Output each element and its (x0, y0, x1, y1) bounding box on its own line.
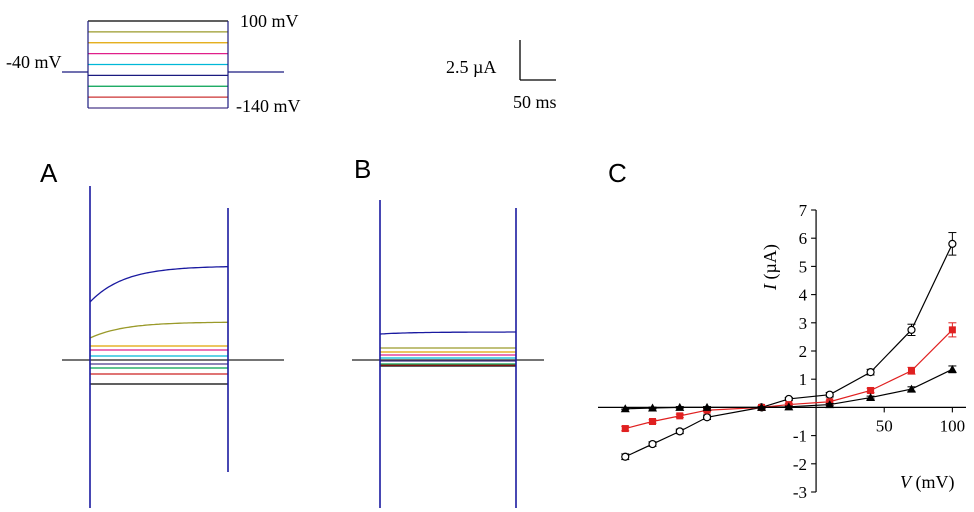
series-line (625, 243, 953, 458)
data-point (948, 239, 957, 248)
current-trace-7 (89, 321, 228, 339)
x-axis-label: V (mV) (900, 472, 955, 493)
voltage-protocol: -40 mV 100 mV -140 mV (6, 11, 301, 116)
y-tick-label: -2 (793, 455, 807, 474)
data-point (675, 402, 685, 411)
y-tick-label: -3 (793, 483, 807, 502)
y-tick-label: 7 (799, 201, 808, 220)
panel-b-current-traces (352, 200, 544, 508)
data-point (947, 364, 957, 373)
data-point (648, 439, 657, 449)
data-point (649, 418, 657, 425)
data-point (757, 402, 767, 411)
holding-label: -40 mV (6, 52, 62, 72)
data-point (907, 325, 916, 334)
bottom-step-label: -140 mV (236, 96, 301, 116)
panel-a-current-traces (62, 186, 284, 508)
series-2 (620, 364, 957, 413)
data-point (648, 403, 658, 412)
data-point (702, 413, 712, 422)
top-step-label: 100 mV (240, 11, 299, 31)
y-tick-label: 3 (799, 314, 808, 333)
data-point (621, 425, 629, 433)
y-tick-label: 6 (799, 229, 808, 248)
scale-time-label: 50 ms (513, 92, 557, 112)
y-tick-label: 2 (799, 342, 808, 361)
data-point (866, 368, 875, 377)
series-line (625, 329, 953, 430)
x-axis-ticks: 50 100 (876, 407, 965, 435)
panel-b-label: B (354, 154, 371, 184)
data-point (948, 326, 956, 334)
panel-c-label: C (608, 158, 627, 188)
data-point (866, 393, 876, 402)
x-tick-label: 50 (876, 416, 893, 435)
current-trace-8 (89, 266, 228, 303)
y-axis-label: I (µA) (760, 244, 781, 291)
scale-current-label: 2.5 µA (446, 57, 496, 77)
data-point (621, 452, 630, 461)
x-tick-label: 100 (940, 416, 966, 435)
data-point (702, 402, 712, 411)
data-point (825, 400, 835, 409)
data-point (620, 404, 630, 413)
panel-a-label: A (40, 158, 58, 188)
y-tick-label: 5 (799, 257, 808, 276)
y-tick-label: 1 (799, 370, 808, 389)
data-point (906, 384, 916, 393)
series-line (625, 368, 953, 410)
data-point (676, 412, 684, 420)
panel-c-iv-chart: -3 -2 -1 1 2 3 4 5 6 7 50 100 I (µA) V (mV) (598, 201, 966, 502)
data-point (825, 390, 834, 399)
data-point (907, 367, 915, 375)
protocol-steps (87, 20, 229, 109)
series-0 (621, 232, 957, 461)
series-1 (621, 322, 957, 433)
data-point (784, 402, 794, 411)
scale-bar: 2.5 µA 50 ms (446, 40, 557, 112)
y-tick-label: -1 (793, 427, 807, 446)
series-layer (620, 232, 957, 461)
data-point (867, 386, 875, 394)
y-tick-label: 4 (799, 286, 808, 305)
y-axis-ticks: -3 -2 -1 1 2 3 4 5 6 7 (793, 201, 817, 502)
data-point (675, 427, 684, 436)
current-trace-8 (379, 331, 516, 335)
